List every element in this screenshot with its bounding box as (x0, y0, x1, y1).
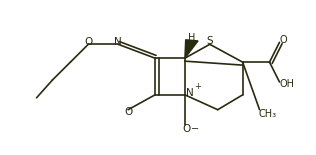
Text: N: N (114, 37, 122, 47)
Text: O: O (84, 37, 93, 47)
Text: +: + (194, 82, 201, 91)
Text: O: O (124, 107, 132, 117)
Text: S: S (206, 36, 213, 46)
Text: CH₃: CH₃ (258, 109, 276, 119)
Text: OH: OH (280, 79, 295, 89)
Text: −: − (191, 124, 199, 134)
Polygon shape (185, 40, 198, 58)
Text: O: O (183, 124, 191, 134)
Text: N: N (186, 88, 194, 98)
Text: H: H (188, 33, 196, 43)
Text: O: O (280, 35, 287, 45)
